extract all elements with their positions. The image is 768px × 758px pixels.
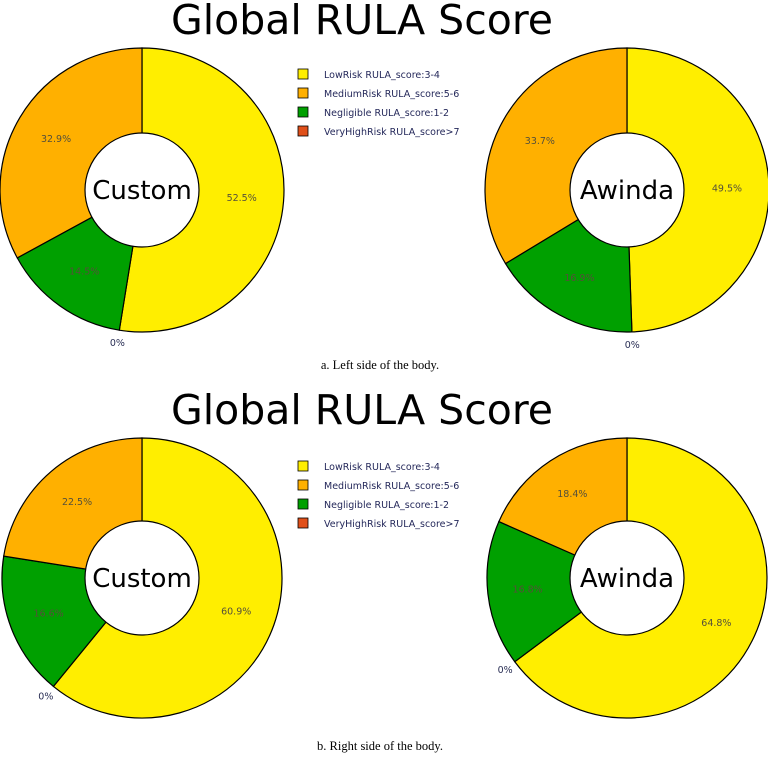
slice-label: 16.9% [564, 273, 594, 284]
legend-label: LowRisk RULA_score:3-4 [324, 70, 440, 81]
slice-label: 60.9% [221, 607, 251, 618]
legend-label: MediumRisk RULA_score:5-6 [324, 481, 459, 492]
slice-label-zero: 0% [625, 340, 640, 351]
slice-label: 14.5% [69, 267, 99, 278]
donut-center-label: Custom [92, 176, 192, 206]
slice-label: 18.4% [557, 489, 587, 500]
chart-title: Global RULA Score [171, 0, 553, 44]
chart-panel-2: Global RULA Score 60.9% 0% 16.6% 22.5% Custom… [1, 386, 768, 753]
legend-swatch [297, 125, 309, 137]
slice-label-zero: 0% [38, 692, 53, 703]
donut-center-label: Awinda [580, 564, 674, 594]
donut-center-label: Awinda [580, 176, 674, 206]
slice-lowrisk [626, 47, 768, 333]
legend-label: VeryHighRisk RULA_score>7 [324, 127, 460, 138]
donut-custom: 60.9% 0% 16.6% 22.5% Custom [1, 437, 283, 719]
donut-awinda: 49.5% 0% 16.9% 33.7% Awinda [484, 47, 768, 351]
donut-awinda: 64.8% 0% 16.8% 18.4% Awinda [486, 437, 768, 719]
donut-hole [84, 520, 200, 636]
slice-label-zero: 0% [110, 338, 125, 349]
donut-center-label: Custom [92, 564, 192, 594]
figure-caption: b. Right side of the body. [317, 739, 443, 753]
donut-hole [84, 132, 200, 248]
legend-swatch [297, 517, 309, 529]
slice-label: 16.8% [513, 584, 543, 595]
legend-swatch [297, 479, 309, 491]
slice-label: 16.6% [33, 609, 63, 620]
legend-swatch [297, 498, 309, 510]
legend-label: MediumRisk RULA_score:5-6 [324, 89, 459, 100]
donut-hole [569, 132, 685, 248]
legend: LowRisk RULA_score:3-4 MediumRisk RULA_sc… [297, 68, 460, 138]
figure-caption: a. Left side of the body. [321, 358, 439, 372]
legend-swatch [297, 460, 309, 472]
slice-label: 22.5% [62, 497, 92, 508]
legend-swatch [297, 87, 309, 99]
legend-label: LowRisk RULA_score:3-4 [324, 462, 440, 473]
legend: LowRisk RULA_score:3-4 MediumRisk RULA_sc… [297, 460, 460, 530]
slice-label-zero: 0% [498, 665, 513, 676]
chart-title: Global RULA Score [171, 386, 553, 434]
slice-label: 32.9% [41, 134, 71, 145]
donut-custom: 52.5% 0% 14.5% 32.9% Custom [0, 47, 285, 349]
donut-hole [569, 520, 685, 636]
slice-lowrisk [118, 47, 285, 333]
slice-label: 52.5% [227, 193, 257, 204]
slice-negligible [486, 520, 629, 663]
slice-label: 33.7% [525, 136, 555, 147]
slice-label: 64.8% [701, 618, 731, 629]
slice-label: 49.5% [712, 183, 742, 194]
legend-label: Negligible RULA_score:1-2 [324, 108, 449, 119]
chart-panel-1: Global RULA Score 52.5% 0% 14.5% 32.9% Custom… [0, 0, 768, 372]
legend-swatch [297, 68, 309, 80]
legend-label: VeryHighRisk RULA_score>7 [324, 519, 460, 530]
legend-swatch [297, 106, 309, 118]
legend-label: Negligible RULA_score:1-2 [324, 500, 449, 511]
